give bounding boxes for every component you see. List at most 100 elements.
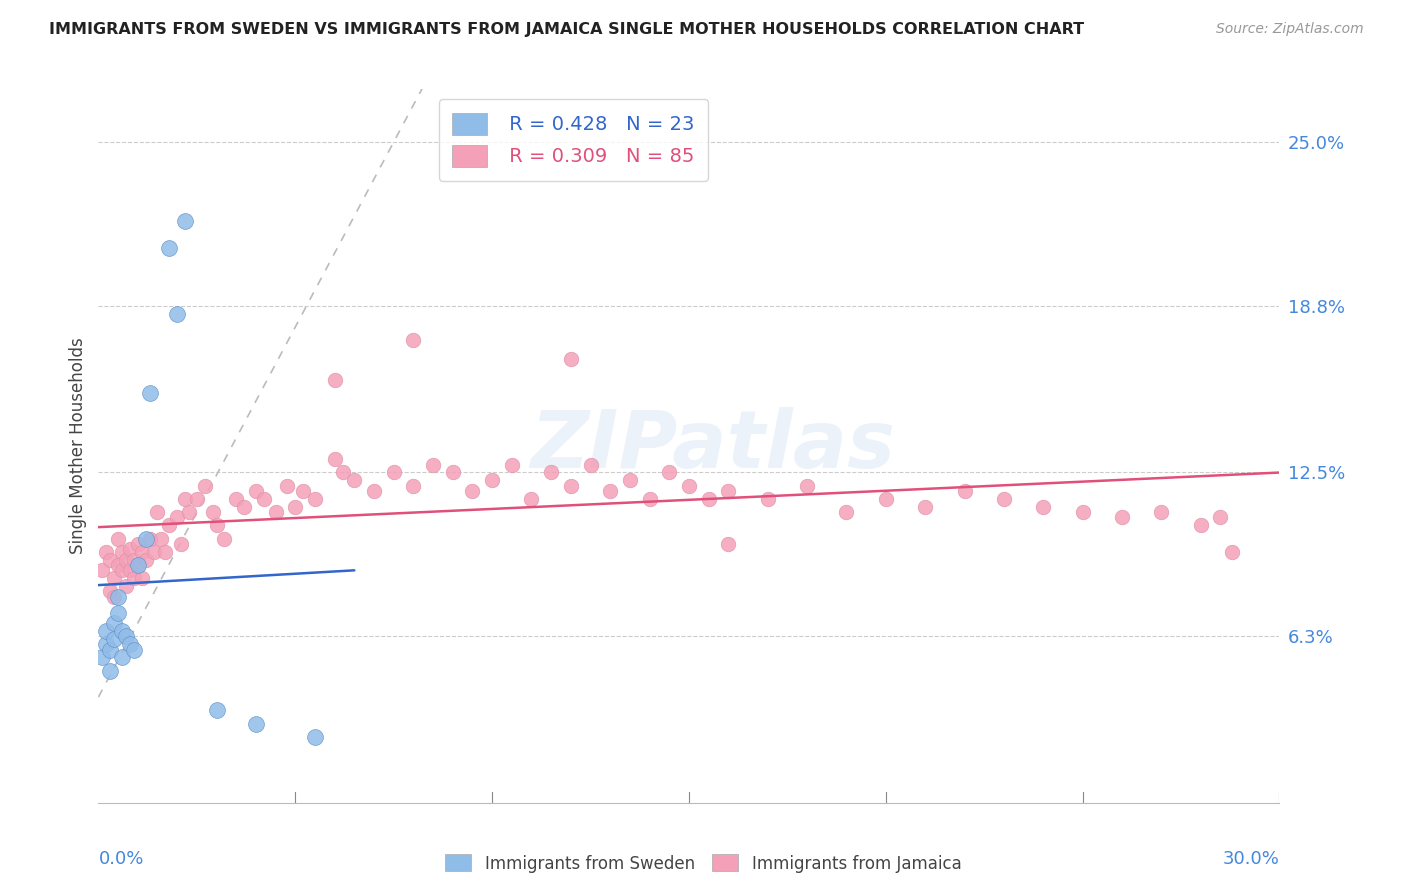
Point: [796, 478, 818, 492]
Point: [138, 532, 160, 546]
Point: [1189, 518, 1212, 533]
Point: [118, 542, 141, 557]
Point: [177, 505, 200, 519]
Point: [91, 650, 114, 665]
Point: [599, 483, 621, 498]
Point: [717, 483, 740, 498]
Point: [118, 637, 141, 651]
Point: [107, 606, 129, 620]
Point: [264, 505, 287, 519]
Point: [233, 500, 256, 514]
Point: [135, 552, 157, 566]
Point: [174, 491, 197, 506]
Point: [111, 650, 134, 665]
Point: [186, 491, 208, 506]
Point: [304, 730, 326, 744]
Point: [170, 537, 193, 551]
Point: [103, 632, 125, 646]
Point: [138, 386, 160, 401]
Point: [122, 571, 145, 585]
Point: [111, 624, 134, 638]
Point: [131, 571, 153, 585]
Point: [875, 491, 897, 506]
Point: [98, 664, 121, 678]
Point: [402, 478, 425, 492]
Point: [127, 558, 149, 572]
Point: [103, 571, 125, 585]
Point: [284, 500, 307, 514]
Point: [1220, 545, 1243, 559]
Point: [276, 478, 298, 492]
Point: [98, 552, 121, 566]
Point: [103, 590, 125, 604]
Point: [560, 478, 582, 492]
Point: [540, 466, 562, 480]
Point: [118, 563, 141, 577]
Point: [127, 537, 149, 551]
Point: [658, 466, 681, 480]
Point: [993, 491, 1015, 506]
Point: [157, 518, 180, 533]
Point: [560, 351, 582, 366]
Point: [323, 452, 346, 467]
Point: [98, 584, 121, 599]
Point: [363, 483, 385, 498]
Point: [107, 532, 129, 546]
Point: [1150, 505, 1173, 519]
Point: [96, 624, 118, 638]
Point: [343, 474, 366, 488]
Point: [304, 491, 326, 506]
Point: [225, 491, 247, 506]
Point: [166, 510, 188, 524]
Point: [205, 703, 228, 717]
Point: [422, 458, 444, 472]
Point: [253, 491, 276, 506]
Point: [115, 629, 138, 643]
Point: [155, 545, 177, 559]
Point: [1032, 500, 1054, 514]
Text: 0.0%: 0.0%: [98, 850, 143, 869]
Point: [103, 616, 125, 631]
Point: [214, 532, 236, 546]
Point: [914, 500, 936, 514]
Point: [107, 590, 129, 604]
Point: [135, 532, 157, 546]
Point: [461, 483, 484, 498]
Point: [1071, 505, 1094, 519]
Point: [332, 466, 354, 480]
Point: [323, 373, 346, 387]
Point: [292, 483, 315, 498]
Point: [146, 505, 169, 519]
Point: [441, 466, 464, 480]
Legend:  R = 0.428   N = 23,  R = 0.309   N = 85: R = 0.428 N = 23, R = 0.309 N = 85: [439, 99, 709, 181]
Y-axis label: Single Mother Households: Single Mother Households: [69, 338, 87, 554]
Point: [382, 466, 405, 480]
Point: [127, 558, 149, 572]
Point: [756, 491, 779, 506]
Point: [142, 545, 165, 559]
Text: Source: ZipAtlas.com: Source: ZipAtlas.com: [1216, 22, 1364, 37]
Point: [157, 241, 180, 255]
Point: [166, 307, 188, 321]
Point: [122, 552, 145, 566]
Point: [481, 474, 503, 488]
Point: [98, 642, 121, 657]
Point: [717, 537, 740, 551]
Point: [402, 333, 425, 347]
Point: [174, 214, 197, 228]
Point: [520, 491, 543, 506]
Point: [194, 478, 217, 492]
Point: [501, 458, 523, 472]
Point: [96, 637, 118, 651]
Point: [201, 505, 224, 519]
Point: [107, 558, 129, 572]
Point: [91, 563, 114, 577]
Point: [835, 505, 858, 519]
Text: 30.0%: 30.0%: [1223, 850, 1279, 869]
Point: [678, 478, 700, 492]
Point: [1111, 510, 1133, 524]
Point: [619, 474, 641, 488]
Point: [96, 545, 118, 559]
Point: [111, 563, 134, 577]
Text: ZIPatlas: ZIPatlas: [530, 407, 896, 485]
